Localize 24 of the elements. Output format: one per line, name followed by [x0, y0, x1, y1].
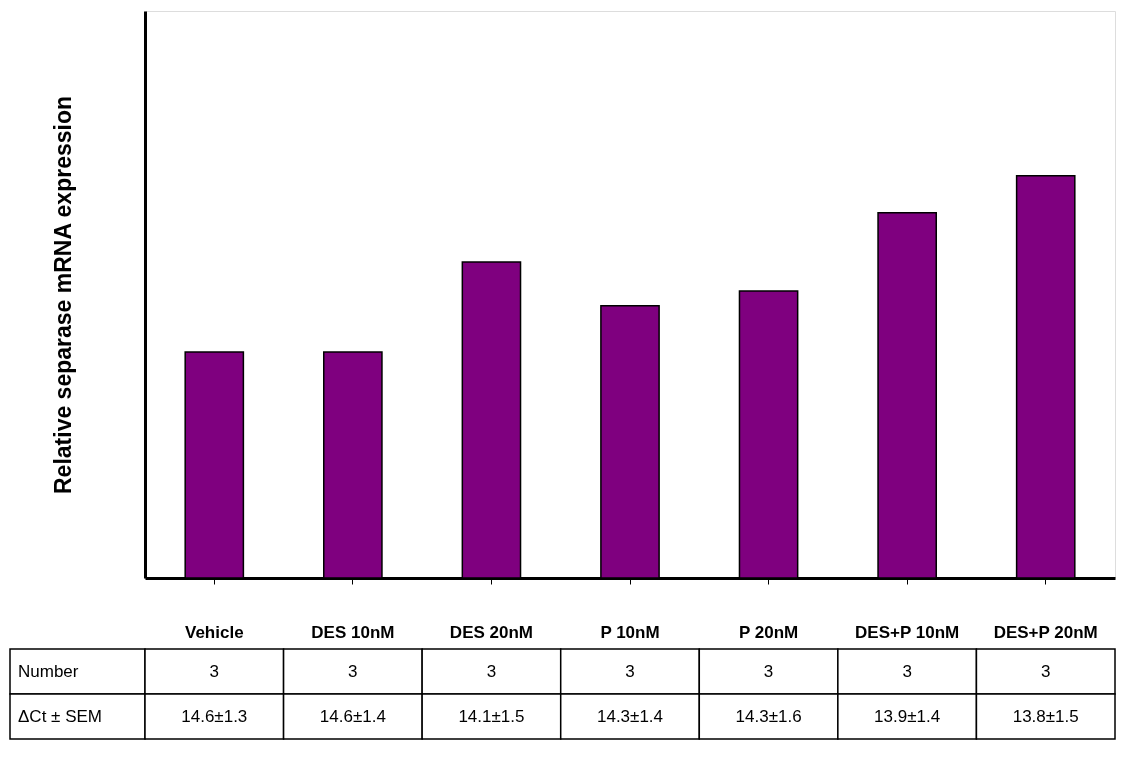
- text: 3: [1040, 661, 1051, 681]
- text: 3: [625, 661, 635, 681]
- x-tick-label: DES 20nM: [449, 622, 533, 642]
- text: 14.3±1.4: [596, 706, 664, 726]
- x-tick-label: DES+P 10nM: [855, 622, 960, 642]
- text: 14.3±1.6: [735, 706, 802, 726]
- x-tick-label: Vehicle: [184, 622, 244, 642]
- y-axis-title: Relative separase mRNA expression: [49, 95, 76, 495]
- x-tick-label: DES 10nM: [311, 622, 395, 642]
- text: 13.9±1.4: [874, 706, 941, 726]
- text: 14.6±1.4: [319, 706, 386, 726]
- x-tick-label: DES+P 20nM: [993, 622, 1098, 642]
- text: ΔCt ± SEM: [18, 706, 102, 726]
- text: 3: [486, 661, 497, 681]
- text: 3: [763, 661, 774, 681]
- text: 13.8±1.5: [1012, 706, 1079, 726]
- text: 14.6±1.3: [181, 706, 248, 726]
- text: Number: [18, 661, 79, 681]
- text: 3: [209, 661, 220, 681]
- text: 3: [348, 661, 358, 681]
- text: 3: [902, 661, 912, 681]
- x-tick-label: P 10nM: [600, 622, 660, 642]
- text: 14.1±1.5: [458, 706, 525, 726]
- x-tick-label: P 20nM: [738, 622, 799, 642]
